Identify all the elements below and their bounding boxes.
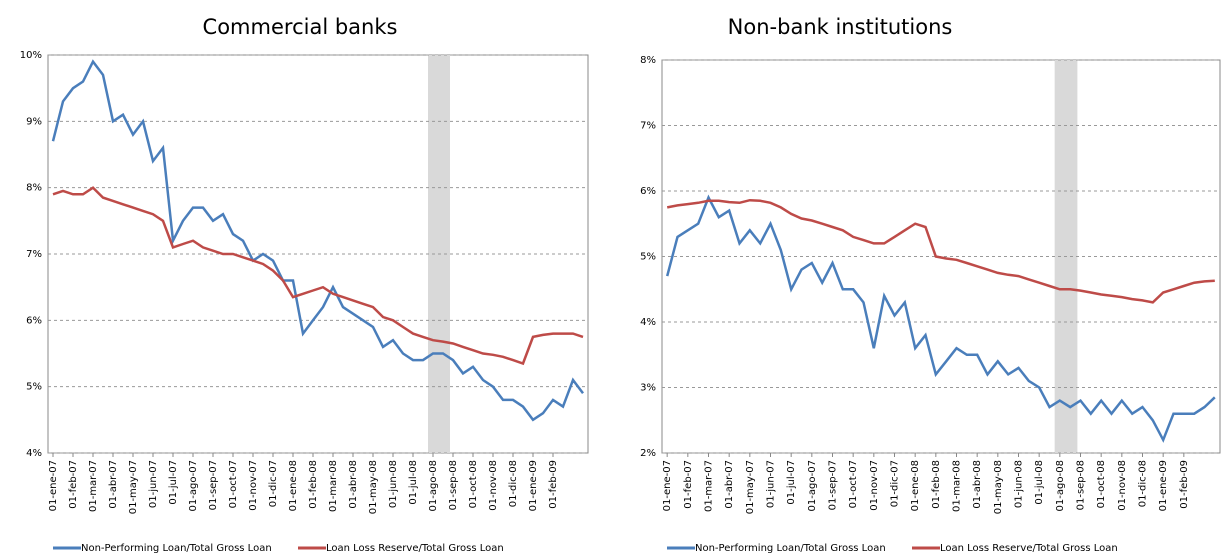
x-tick-label: 01-jun-08 [1014,460,1025,508]
x-tick-label: 01-nov-08 [1117,460,1128,511]
x-tick-label: 01-jun-08 [388,460,399,508]
y-tick-label: 7% [640,121,656,132]
x-tick-label: 01-dic-07 [890,460,901,507]
x-tick-label: 01-may-07 [745,460,756,514]
x-tick-label: 01-oct-07 [228,460,239,508]
x-tick-label: 01-oct-07 [848,460,859,508]
x-tick-label: 01-dic-08 [508,460,519,507]
y-tick-label: 5% [640,252,656,263]
x-tick-label: 01-ene-08 [288,460,299,511]
x-tick-label: 01-jun-07 [766,460,777,508]
x-tick-label: 01-sep-08 [448,460,459,510]
x-tick-label: 01-ene-09 [528,460,539,511]
x-tick-label: 01-jul-08 [408,460,419,505]
chart-title: Non-bank institutions [728,15,953,39]
x-tick-label: 01-mar-07 [704,460,715,512]
legend-label: Non-Performing Loan/Total Gross Loan [695,543,886,554]
y-tick-label: 6% [640,186,656,197]
y-tick-label: 10% [20,50,42,61]
legend-label: Loan Loss Reserve/Total Gross Loan [940,543,1118,554]
x-tick-label: 01-sep-07 [828,460,839,510]
series-line [666,198,1215,304]
y-tick-label: 3% [640,383,656,394]
y-tick-label: 8% [26,183,42,194]
y-tick-label: 6% [26,315,42,326]
x-tick-label: 01-oct-08 [1096,460,1107,508]
x-tick-label: 01-may-08 [368,460,379,514]
x-tick-label: 01-feb-07 [683,460,694,509]
x-tick-label: 01-ago-08 [428,460,439,511]
x-tick-label: 01-ene-09 [1158,460,1169,511]
x-tick-label: 01-ene-08 [910,460,921,511]
x-tick-label: 01-ago-07 [188,460,199,511]
y-tick-label: 9% [26,116,42,127]
x-tick-label: 01-abr-08 [972,460,983,509]
x-tick-label: 01-feb-09 [1179,460,1190,509]
legend-label: Non-Performing Loan/Total Gross Loan [81,543,272,554]
x-tick-label: 01-mar-08 [952,460,963,512]
y-tick-label: 2% [640,448,656,459]
y-tick-label: 4% [640,317,656,328]
x-tick-label: 01-jul-08 [1034,460,1045,505]
x-tick-label: 01-dic-08 [1138,460,1149,507]
x-tick-label: 01-sep-08 [1076,460,1087,510]
x-tick-label: 01-sep-07 [208,460,219,510]
x-tick-label: 01-feb-08 [931,460,942,509]
chart-title: Commercial banks [203,15,398,39]
x-tick-label: 01-jul-07 [786,460,797,505]
series-line [665,194,1216,443]
x-tick-label: 01-mar-08 [328,460,339,512]
x-tick-label: 01-nov-08 [488,460,499,511]
y-tick-label: 8% [640,55,656,66]
x-tick-label: 01-jul-07 [168,460,179,505]
x-tick-label: 01-ene-07 [48,460,59,511]
series-line [51,59,584,422]
x-tick-label: 01-feb-07 [68,460,79,509]
x-tick-label: 01-ago-08 [1055,460,1066,511]
x-tick-label: 01-abr-08 [348,460,359,509]
legend-label: Loan Loss Reserve/Total Gross Loan [326,543,504,554]
x-tick-label: 01-abr-07 [108,460,119,509]
x-tick-label: 01-dic-07 [268,460,279,507]
x-tick-label: 01-nov-07 [869,460,880,511]
x-tick-label: 01-ago-07 [807,460,818,511]
x-tick-label: 01-oct-08 [468,460,479,508]
y-tick-label: 7% [26,249,42,260]
x-tick-label: 01-ene-07 [662,460,673,511]
y-tick-label: 4% [26,448,42,459]
x-tick-label: 01-mar-07 [88,460,99,512]
y-tick-label: 5% [26,382,42,393]
x-tick-label: 01-feb-09 [548,460,559,509]
x-tick-label: 01-may-07 [128,460,139,514]
x-tick-label: 01-feb-08 [308,460,319,509]
x-tick-label: 01-nov-07 [248,460,259,511]
x-tick-label: 01-may-08 [993,460,1004,514]
x-tick-label: 01-abr-07 [724,460,735,509]
series-line [52,186,584,366]
x-tick-label: 01-jun-07 [148,460,159,508]
